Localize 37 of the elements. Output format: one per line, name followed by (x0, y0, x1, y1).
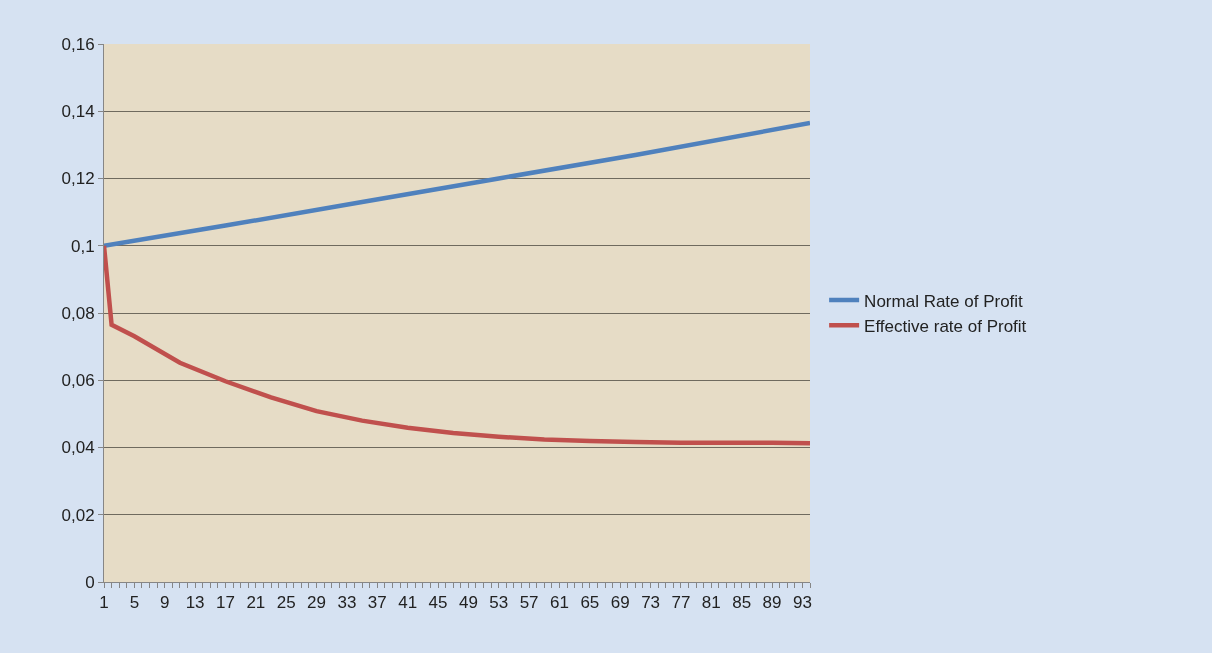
x-tick-label: 45 (428, 593, 448, 613)
x-tick-label: 65 (580, 593, 600, 613)
x-tick-label: 29 (307, 593, 327, 613)
x-tick-label: 53 (489, 593, 509, 613)
y-tick-label: 0,16 (61, 34, 95, 54)
x-tick-label: 25 (276, 593, 296, 613)
x-tick-label: 9 (160, 593, 170, 613)
y-tick-label: 0,06 (61, 371, 95, 391)
x-tick-label: 41 (398, 593, 418, 613)
y-tick-label: 0,1 (70, 236, 95, 256)
x-tick-label: 73 (641, 593, 661, 613)
y-tick-label: 0,04 (61, 438, 95, 458)
line-series (104, 243, 810, 446)
y-tick-label: 0,02 (61, 505, 95, 525)
x-tick-label: 81 (701, 593, 721, 613)
x-tick-label: 57 (519, 593, 539, 613)
y-tick-label: 0,12 (61, 169, 95, 189)
y-tick-label: 0,14 (61, 102, 95, 122)
x-tick-label: 13 (185, 593, 205, 613)
x-tick-label: 93 (792, 593, 812, 613)
x-tick-label: 17 (216, 593, 235, 613)
x-tick-label: 37 (367, 593, 387, 613)
legend-label: Effective rate of Profit (864, 316, 1027, 336)
x-tick-label: 77 (671, 593, 691, 613)
x-tick-label: 21 (246, 593, 266, 613)
x-tick-label: 69 (610, 593, 630, 613)
x-tick-label: 5 (129, 593, 140, 613)
legend-label: Normal Rate of Profit (864, 291, 1024, 311)
x-tick-label: 49 (458, 593, 478, 613)
x-tick-label: 89 (762, 593, 782, 613)
line-series (104, 120, 810, 248)
x-tick-label: 1 (99, 593, 109, 613)
y-tick-label: 0,08 (61, 303, 95, 323)
y-tick-label: 0 (85, 572, 95, 592)
x-tick-label: 85 (732, 593, 752, 613)
x-tick-label: 33 (337, 593, 357, 613)
x-tick-label: 61 (550, 593, 569, 613)
